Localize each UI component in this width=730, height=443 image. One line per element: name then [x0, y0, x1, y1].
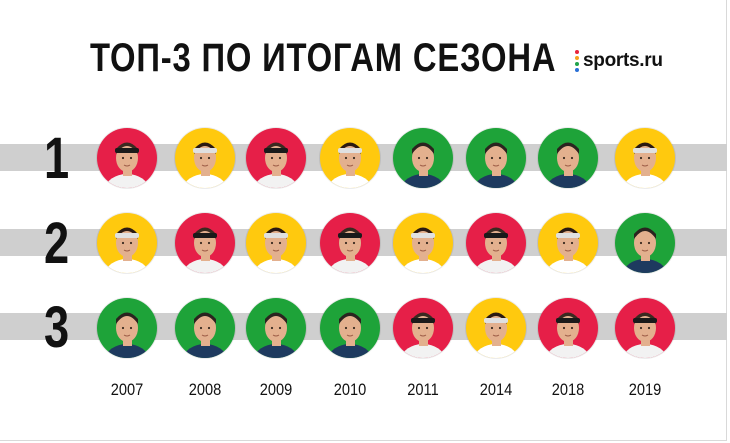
player-avatar-federer [615, 298, 675, 358]
logo-dot [575, 56, 579, 60]
player-avatar-djokovic [393, 128, 453, 188]
player-avatar-nadal [615, 128, 675, 188]
logo-text: sports.ru [583, 50, 663, 71]
player-avatar-djokovic [97, 298, 157, 358]
player-avatar-federer [538, 298, 598, 358]
year-label: 2018 [551, 380, 585, 399]
player-avatar-nadal [393, 213, 453, 273]
player-avatar-nadal [466, 298, 526, 358]
player-avatar-federer [393, 298, 453, 358]
player-avatar-nadal [538, 213, 598, 273]
year-label: 2011 [407, 380, 439, 399]
logo-dot [575, 50, 579, 54]
rank-label-3: 3 [44, 295, 70, 360]
rank-label-1: 1 [44, 126, 70, 191]
logo-dot [575, 62, 579, 66]
player-avatar-djokovic [615, 213, 675, 273]
sports-ru-logo: sports.ru [575, 48, 663, 74]
player-avatar-nadal [175, 128, 235, 188]
player-avatar-federer [466, 213, 526, 273]
player-avatar-nadal [320, 128, 380, 188]
rank-label-2: 2 [44, 211, 70, 276]
year-label: 2019 [628, 380, 662, 399]
player-avatar-djokovic [538, 128, 598, 188]
player-avatar-federer [320, 213, 380, 273]
year-label: 2014 [479, 380, 513, 399]
player-avatar-federer [175, 213, 235, 273]
logo-dot [575, 68, 579, 72]
player-avatar-nadal [97, 213, 157, 273]
player-avatar-djokovic [320, 298, 380, 358]
player-avatar-djokovic [175, 298, 235, 358]
player-avatar-nadal [246, 213, 306, 273]
logo-dots-icon [575, 50, 579, 72]
page-title: ТОП-3 ПО ИТОГАМ СЕЗОНА [90, 36, 557, 80]
player-avatar-federer [246, 128, 306, 188]
year-label: 2008 [188, 380, 222, 399]
year-label: 2007 [110, 380, 144, 399]
player-avatar-djokovic [466, 128, 526, 188]
year-label: 2010 [333, 380, 367, 399]
year-label: 2009 [259, 380, 293, 399]
player-avatar-djokovic [246, 298, 306, 358]
player-avatar-federer [97, 128, 157, 188]
